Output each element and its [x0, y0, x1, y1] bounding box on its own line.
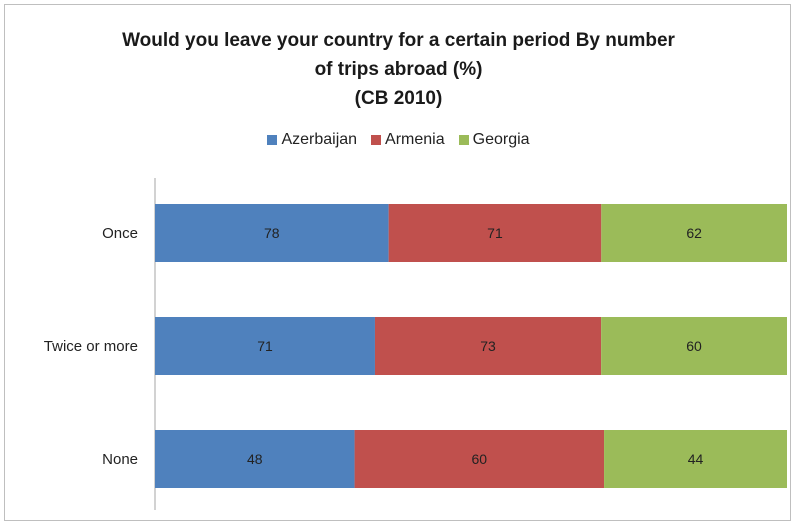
bar-georgia-0 — [601, 204, 787, 262]
chart-title-line-2: of trips abroad (%) — [314, 59, 483, 80]
chart-legend: Azerbaijan Armenia Georgia — [0, 131, 797, 149]
bars-group: Once 78 71 62 Twice or more 71 73 60 None 48 60 44 — [44, 204, 787, 488]
category-label: Twice or more — [44, 338, 138, 355]
chart-title-line-1: Would you leave your country for a certa… — [122, 30, 675, 51]
legend-label-azerbaijan: Azerbaijan — [281, 131, 358, 148]
legend-swatch-azerbaijan — [267, 135, 278, 145]
bar-armenia-0 — [388, 204, 602, 262]
category-label: None — [102, 451, 138, 468]
data-label: 60 — [472, 451, 488, 467]
legend-item-azerbaijan: Azerbaijan — [267, 131, 357, 149]
data-label: 62 — [686, 225, 702, 241]
chart-title: Would you leave your country for a certa… — [0, 26, 797, 113]
data-label: 71 — [257, 338, 273, 354]
legend-swatch-armenia — [371, 135, 382, 145]
legend-swatch-georgia — [458, 135, 469, 145]
chart-title-line-3: (CB 2010) — [354, 88, 443, 109]
legend-label-georgia: Georgia — [472, 131, 530, 148]
bar-azerbaijan-0 — [155, 204, 389, 262]
category-label: Once — [102, 225, 138, 242]
data-label: 78 — [264, 225, 280, 241]
bar-azerbaijan-1 — [155, 317, 375, 375]
data-label: 44 — [688, 451, 704, 467]
data-label: 71 — [487, 225, 503, 241]
bar-azerbaijan-2 — [155, 430, 355, 488]
bar-armenia-1 — [374, 317, 602, 375]
data-label: 48 — [247, 451, 263, 467]
bar-armenia-2 — [354, 430, 605, 488]
legend-label-armenia: Armenia — [385, 131, 445, 148]
legend-item-armenia: Armenia — [371, 131, 445, 149]
data-label: 73 — [480, 338, 496, 354]
data-label: 60 — [686, 338, 702, 354]
legend-item-georgia: Georgia — [458, 131, 530, 149]
bar-georgia-2 — [604, 430, 787, 488]
bar-georgia-1 — [601, 317, 787, 375]
